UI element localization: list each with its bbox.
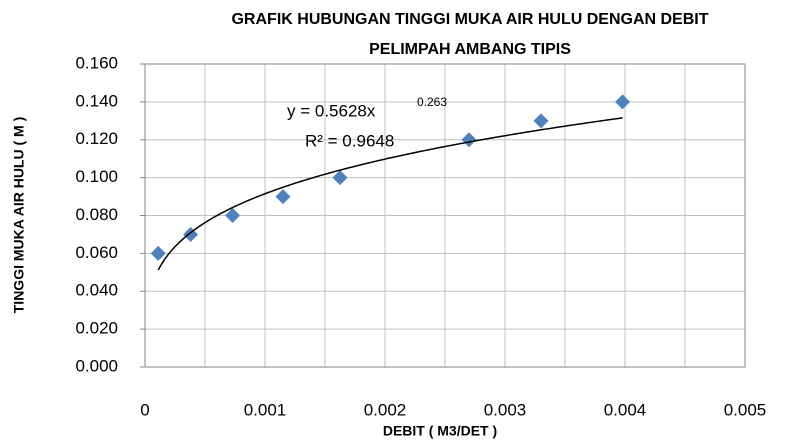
- marker: [150, 245, 166, 261]
- x-tick-label: 0.002: [364, 400, 407, 419]
- y-tick-label: 0.020: [75, 319, 118, 338]
- y-axis-label: TINGGI MUKA AIR HULU ( M ): [11, 117, 27, 314]
- chart-title: GRAFIK HUBUNGAN TINGGI MUKA AIR HULU DEN…: [231, 11, 708, 28]
- trendline-exponent: 0.263: [417, 95, 447, 109]
- y-tick-label: 0.080: [75, 205, 118, 224]
- x-tick-label: 0.005: [724, 400, 767, 419]
- y-tick-label: 0.140: [75, 91, 118, 110]
- x-tick-label: 0: [140, 400, 149, 419]
- trendline-equation: y = 0.5628x: [287, 101, 376, 120]
- y-tick-label: 0.000: [75, 356, 118, 375]
- y-tick-label: 0.060: [75, 243, 118, 262]
- y-tick-label: 0.040: [75, 281, 118, 300]
- x-tick-label: 0.004: [604, 400, 647, 419]
- trendline-r-squared: R² = 0.9648: [305, 131, 394, 150]
- y-tick-label: 0.100: [75, 167, 118, 186]
- chart-title: PELIMPAH AMBANG TIPIS: [369, 41, 571, 58]
- x-tick-label: 0.001: [244, 400, 287, 419]
- y-tick-label: 0.160: [75, 53, 118, 72]
- y-tick-label: 0.120: [75, 129, 118, 148]
- plot-border: [144, 63, 746, 368]
- marker: [225, 208, 241, 223]
- x-tick-label: 0.003: [484, 400, 527, 419]
- marker: [275, 189, 291, 205]
- marker: [332, 170, 348, 186]
- trendline: [157, 117, 623, 271]
- x-axis-label: DEBIT ( M3/DET ): [383, 423, 497, 439]
- marker: [533, 113, 549, 129]
- marker: [461, 132, 477, 148]
- marker: [615, 94, 631, 110]
